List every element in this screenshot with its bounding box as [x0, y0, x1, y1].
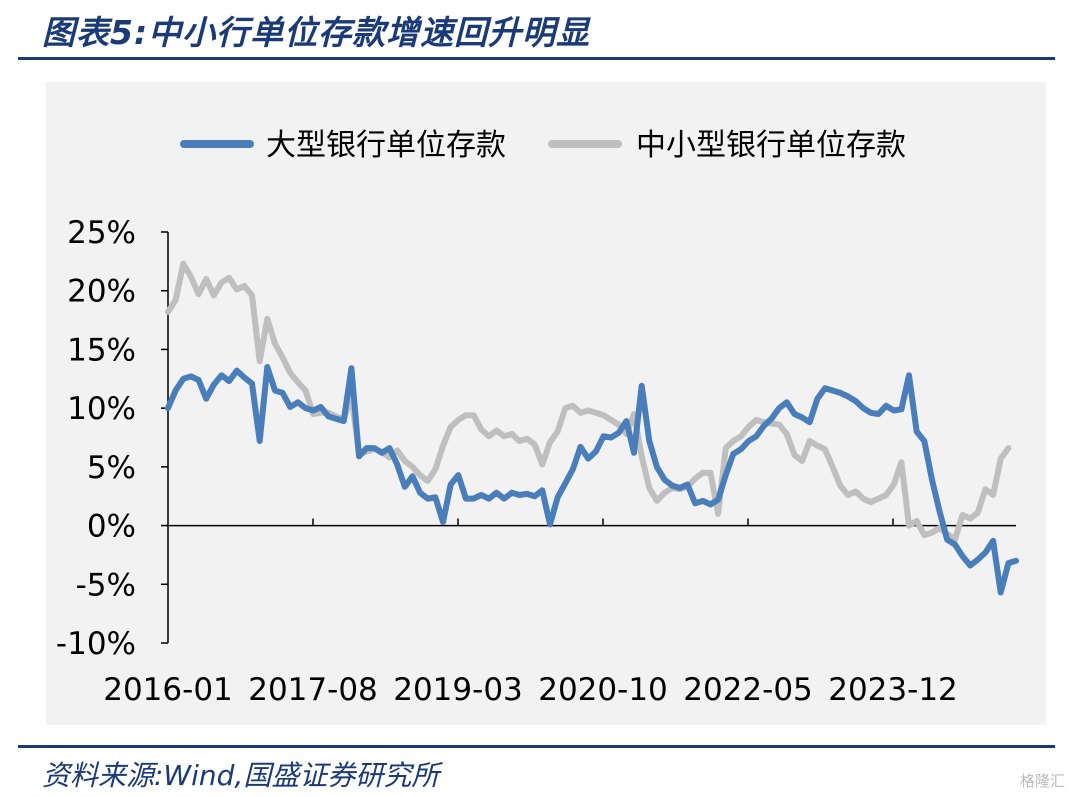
y-tick-label: 15%	[67, 332, 136, 368]
y-tick-label: 25%	[67, 215, 136, 251]
x-tick-label: 2016-01	[103, 672, 233, 708]
x-axis: 2016-01 2017-08 2019-03 2020-10 2022-05 2023-…	[103, 518, 1016, 708]
y-tick-label: 5%	[87, 450, 136, 486]
source-note: 资料来源:Wind,国盛证券研究所	[42, 759, 440, 792]
y-tick-label: 10%	[67, 391, 136, 427]
x-tick-label: 2017-08	[248, 672, 378, 708]
chart-panel	[46, 82, 1046, 725]
y-tick-label: -5%	[76, 567, 136, 603]
series-layer	[165, 260, 1019, 596]
legend-item-small-bank: 中小型银行单位存款	[548, 128, 906, 163]
y-axis: 25% 20% 15% 10% 5% 0% -5% -10%	[56, 215, 169, 662]
x-tick-label: 2020-10	[538, 672, 668, 708]
x-tick-label: 2022-05	[683, 672, 813, 708]
legend: 大型银行单位存款 中小型银行单位存款	[180, 128, 906, 163]
series-line-large-bank	[165, 364, 1019, 596]
chart-title: 图表5:中小行单位存款增速回升明显	[42, 13, 591, 52]
footer-rule	[18, 745, 1055, 748]
y-tick-label: -10%	[56, 626, 136, 662]
legend-label: 大型银行单位存款	[266, 128, 506, 163]
y-tick-label: 0%	[87, 509, 136, 545]
y-tick-label: 20%	[67, 274, 136, 310]
x-tick-label: 2023-12	[828, 672, 958, 708]
header-rule	[18, 57, 1055, 60]
legend-label: 中小型银行单位存款	[636, 128, 906, 163]
series-line-small-bank	[165, 260, 1012, 543]
watermark-logo: 格隆汇	[1019, 772, 1065, 790]
legend-item-large-bank: 大型银行单位存款	[180, 128, 506, 163]
x-tick-label: 2019-03	[393, 672, 523, 708]
